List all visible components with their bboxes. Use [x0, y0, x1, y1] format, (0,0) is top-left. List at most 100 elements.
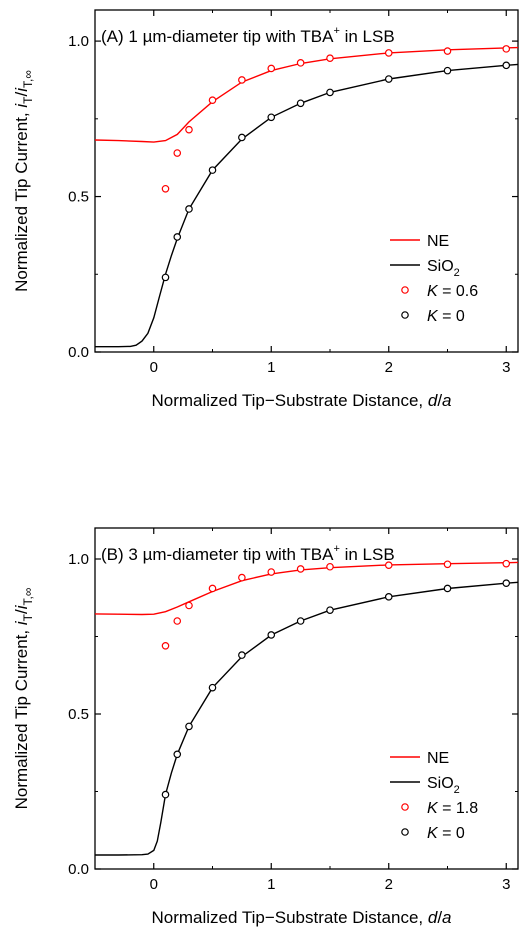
series-line-0 [95, 561, 518, 616]
legend: NE SiO2 K = 0.6 K = 0 [390, 233, 478, 325]
legend-entry: K = 0.6 [427, 283, 478, 300]
ylabel-sub1: T [21, 96, 35, 104]
y-tick-label: 0.5 [68, 706, 89, 723]
data-point [238, 133, 246, 142]
data-point [161, 184, 170, 193]
title-mu: µ [143, 545, 153, 564]
data-point [384, 75, 393, 83]
y-tick-label: 1.0 [68, 33, 89, 50]
plot-area [95, 45, 518, 348]
data-point [173, 149, 182, 157]
xlabel-slash: / [437, 908, 442, 927]
data-point [502, 45, 511, 53]
ylabel-i2: i [12, 87, 31, 92]
y-tick-label: 0.0 [68, 861, 89, 878]
data-point [384, 593, 393, 601]
y-tick-label: 0.0 [68, 344, 89, 361]
title-prefix: (A) 1 [101, 27, 143, 46]
x-tick-label: 1 [267, 359, 275, 376]
panel-title: (B) 3 µm-diameter tip with TBA+ in LSB [101, 543, 395, 564]
data-point [185, 722, 193, 731]
data-point [326, 54, 334, 62]
legend-main: SiO [427, 258, 454, 275]
x-tick-label: 0 [150, 359, 158, 376]
legend-rest: = 0 [438, 825, 465, 842]
data-point [502, 61, 511, 70]
y-tick-label: 0.5 [68, 189, 89, 206]
series-line-0 [95, 46, 518, 143]
data-point [443, 584, 452, 593]
legend-rest: = 1.8 [438, 800, 479, 817]
legend-var: K [427, 283, 439, 300]
series-line-1 [95, 581, 518, 856]
ylabel-sub1: T [21, 613, 35, 621]
title-sup: + [333, 25, 339, 37]
legend-swatch-marker [401, 286, 409, 294]
x-axis-title: Normalized Tip−Substrate Distance, d/a [151, 391, 451, 410]
x-tick-label: 2 [385, 359, 393, 376]
legend-main: SiO [427, 775, 454, 792]
legend-rest: = 0.6 [438, 283, 479, 300]
data-point [384, 561, 393, 570]
legend-var: K [427, 800, 439, 817]
legend-entry: NE [427, 233, 449, 250]
title-sup: + [333, 543, 339, 555]
legend-var: K [427, 825, 439, 842]
data-point [185, 205, 193, 213]
xlabel-var2: a [442, 391, 451, 410]
xlabel-var: d [428, 908, 438, 927]
data-point [443, 66, 452, 75]
y-axis-title: Normalized Tip Current, iT/iT,∞ [12, 588, 35, 810]
legend-entry: K = 0 [427, 308, 465, 325]
xlabel-slash: / [437, 391, 442, 410]
data-point [208, 166, 217, 174]
data-point [443, 47, 452, 55]
title-prefix: (B) 3 [101, 545, 143, 564]
legend-var: K [427, 308, 439, 325]
ylabel-i1: i [12, 620, 31, 625]
legend-sub: 2 [454, 267, 460, 279]
data-point [161, 273, 170, 282]
data-point [161, 641, 170, 650]
x-tick-label: 2 [385, 876, 393, 893]
title-mu: µ [143, 27, 153, 46]
title-suffix: in LSB [340, 545, 395, 564]
xlabel-main: Normalized Tip−Substrate Distance, [151, 391, 427, 410]
legend-entry: K = 1.8 [427, 800, 478, 817]
title-suffix: in LSB [340, 27, 395, 46]
data-point [267, 568, 276, 576]
data-point [208, 584, 217, 593]
y-axis-title: Normalized Tip Current, iT/iT,∞ [12, 70, 35, 292]
data-point [502, 559, 511, 568]
data-point [267, 631, 276, 639]
ylabel-sub2: T,∞ [21, 70, 35, 88]
ylabel-i2: i [12, 604, 31, 609]
data-point [296, 59, 305, 67]
data-point [238, 76, 246, 84]
chart-panel-a: 0 1 2 3 0.0 0.5 1.0 (A) 1 µm-diameter tip with … [12, 9, 519, 410]
data-point [296, 565, 305, 573]
data-point [326, 562, 334, 571]
data-point [173, 617, 182, 625]
ylabel-slash: / [12, 609, 31, 614]
data-point [326, 606, 334, 614]
legend-swatch-marker [401, 803, 409, 811]
data-point [173, 750, 182, 759]
data-point [208, 96, 217, 104]
series-line-1 [95, 63, 518, 348]
data-point [238, 573, 246, 582]
panel-title: (A) 1 µm-diameter tip with TBA+ in LSB [101, 25, 395, 46]
x-tick-label: 0 [150, 876, 158, 893]
plot-frame [94, 9, 519, 353]
legend-entry: NE [427, 750, 449, 767]
ylabel-main: Normalized Tip Current, [12, 625, 31, 809]
data-point [185, 601, 193, 610]
data-point [238, 651, 246, 659]
ylabel-i1: i [12, 103, 31, 108]
data-point [185, 125, 193, 134]
chart-panel-b: 0 1 2 3 0.0 0.5 1.0 (B) 3 µm-diameter tip with … [12, 527, 519, 927]
data-point [502, 579, 511, 587]
x-tick-label: 1 [267, 876, 275, 893]
